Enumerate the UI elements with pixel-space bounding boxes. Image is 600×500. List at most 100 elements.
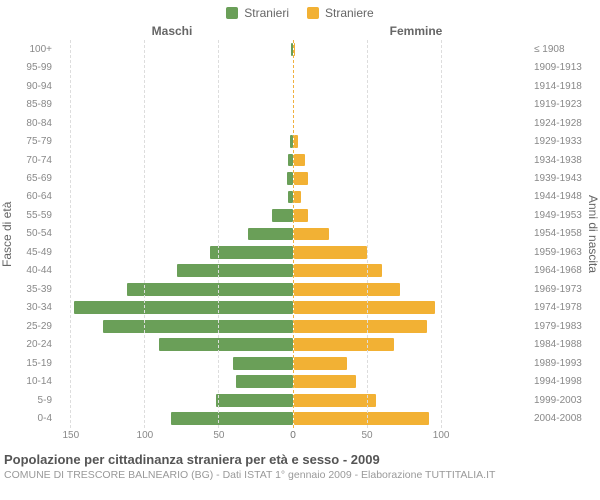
chart-footer: Popolazione per cittadinanza straniera p…: [0, 446, 600, 481]
birth-year-label: 1964-1968: [530, 262, 584, 280]
x-ticks-left: 150 100 50 0: [56, 428, 293, 446]
x-tick: 50: [213, 430, 224, 441]
birth-year-label: 1949-1953: [530, 206, 584, 224]
female-bar: [294, 375, 356, 388]
y-axis-label-right: Anni di nascita: [584, 40, 600, 428]
age-band-label: 60-64: [16, 188, 56, 206]
age-band-label: 45-49: [16, 243, 56, 261]
birth-year-label: 1974-1978: [530, 299, 584, 317]
x-tick: 100: [433, 430, 450, 441]
birth-year-column: ≤ 19081909-19131914-19181919-19231924-19…: [530, 40, 584, 428]
age-band-label: 20-24: [16, 336, 56, 354]
age-band-label: 75-79: [16, 132, 56, 150]
birth-year-label: 1939-1943: [530, 169, 584, 187]
chart-area: Fasce di età 100+95-9990-9485-8980-8475-…: [0, 38, 600, 428]
female-bar: [294, 394, 377, 407]
legend-swatch: [226, 7, 238, 19]
female-bar: [294, 172, 309, 185]
birth-year-label: 1924-1928: [530, 114, 584, 132]
birth-year-label: 1944-1948: [530, 188, 584, 206]
birth-year-label: 1979-1983: [530, 317, 584, 335]
male-heading: Maschi: [50, 24, 294, 38]
male-bar: [171, 412, 292, 425]
male-bar: [288, 191, 292, 204]
birth-year-label: 1909-1913: [530, 58, 584, 76]
x-tick: 0: [290, 430, 296, 441]
birth-year-label: 1914-1918: [530, 77, 584, 95]
age-band-label: 0-4: [16, 409, 56, 427]
pyramid-bars: [56, 40, 530, 428]
male-bar: [290, 135, 293, 148]
age-band-label: 50-54: [16, 225, 56, 243]
age-band-label: 55-59: [16, 206, 56, 224]
birth-year-label: 1934-1938: [530, 151, 584, 169]
age-band-label: 10-14: [16, 372, 56, 390]
column-titles: Maschi Femmine: [0, 24, 600, 38]
birth-year-label: 2004-2008: [530, 409, 584, 427]
female-bar: [294, 135, 298, 148]
age-band-column: 100+95-9990-9485-8980-8475-7970-7465-696…: [16, 40, 56, 428]
female-bar: [294, 301, 436, 314]
male-bar: [74, 301, 293, 314]
legend-label: Straniere: [325, 6, 374, 20]
age-band-label: 95-99: [16, 58, 56, 76]
male-bar: [210, 246, 293, 259]
female-heading: Femmine: [294, 24, 538, 38]
legend: Stranieri Straniere: [0, 0, 600, 24]
birth-year-label: 1984-1988: [530, 336, 584, 354]
female-bar: [294, 154, 306, 167]
x-tick: 150: [62, 430, 79, 441]
female-bar: [294, 246, 368, 259]
female-bar: [294, 412, 430, 425]
male-bar: [103, 320, 292, 333]
birth-year-label: 1929-1933: [530, 132, 584, 150]
male-bar: [159, 338, 292, 351]
age-band-label: 70-74: [16, 151, 56, 169]
legend-label: Stranieri: [244, 6, 289, 20]
x-tick: 50: [362, 430, 373, 441]
male-bar: [272, 209, 293, 222]
birth-year-label: 1989-1993: [530, 354, 584, 372]
female-bar: [294, 209, 309, 222]
male-bar: [233, 357, 292, 370]
female-bar: [294, 191, 301, 204]
x-ticks-right: 0 50 100: [293, 428, 530, 446]
birth-year-label: ≤ 1908: [530, 40, 584, 58]
x-tick: 100: [137, 430, 154, 441]
age-band-label: 85-89: [16, 95, 56, 113]
birth-year-label: 1954-1958: [530, 225, 584, 243]
male-half: [56, 40, 294, 428]
male-bar: [177, 264, 292, 277]
y-axis-label-left: Fasce di età: [0, 40, 16, 428]
age-band-label: 90-94: [16, 77, 56, 95]
male-bar: [127, 283, 293, 296]
legend-swatch: [307, 7, 319, 19]
birth-year-label: 1969-1973: [530, 280, 584, 298]
age-band-label: 65-69: [16, 169, 56, 187]
male-bar: [287, 172, 293, 185]
male-bar: [288, 154, 292, 167]
legend-item: Straniere: [307, 6, 374, 20]
age-band-label: 40-44: [16, 262, 56, 280]
female-bar: [294, 228, 329, 241]
x-axis: 150 100 50 0 0 50 100: [0, 428, 600, 446]
age-band-label: 5-9: [16, 391, 56, 409]
chart-title: Popolazione per cittadinanza straniera p…: [4, 452, 596, 467]
female-bar: [294, 264, 383, 277]
birth-year-label: 1919-1923: [530, 95, 584, 113]
chart-subtitle: COMUNE DI TRESCORE BALNEARIO (BG) - Dati…: [4, 469, 596, 481]
male-bar: [236, 375, 292, 388]
female-half: [294, 40, 531, 428]
male-bar: [248, 228, 292, 241]
birth-year-label: 1994-1998: [530, 372, 584, 390]
female-bar: [294, 283, 400, 296]
age-band-label: 30-34: [16, 299, 56, 317]
male-bar: [291, 43, 292, 56]
age-band-label: 35-39: [16, 280, 56, 298]
female-bar: [294, 338, 395, 351]
age-band-label: 25-29: [16, 317, 56, 335]
age-band-label: 15-19: [16, 354, 56, 372]
female-bar: [294, 357, 347, 370]
male-bar: [216, 394, 293, 407]
birth-year-label: 1999-2003: [530, 391, 584, 409]
